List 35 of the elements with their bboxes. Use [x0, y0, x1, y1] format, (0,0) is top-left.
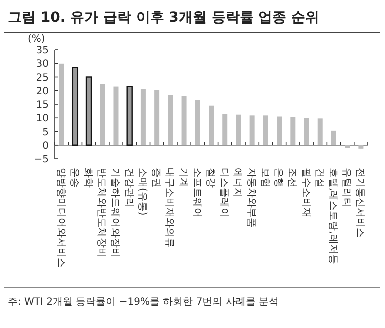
y-tick-label: 30: [36, 59, 49, 70]
x-tick-label: 화학: [82, 168, 94, 188]
y-tick-label: 5: [42, 127, 49, 138]
x-tick-label: 호텔,레스토랑,레저등: [327, 168, 338, 264]
x-tick-label: 철강: [205, 168, 216, 188]
y-tick-label: 10: [36, 114, 49, 125]
x-tick-label: 자동차와부품: [246, 168, 257, 228]
chart-title: 그림 10. 유가 급락 이후 3개월 등락률 업종 순위: [8, 10, 320, 26]
x-tick-label: 기술하드웨어와장비: [110, 168, 121, 258]
x-tick-label: 반도체와반도체장비: [96, 168, 108, 258]
x-tick-label: 증권: [150, 168, 162, 188]
x-tick-label: 건설: [314, 168, 325, 188]
y-tick-label: −5: [34, 154, 49, 166]
text: 주: WTI 2개월 등락률이 −19%를 하회한 7번의 사례를 분석: [8, 297, 280, 308]
x-tick-label: 조선: [286, 168, 298, 188]
y-tick-label: 35: [36, 46, 49, 56]
x-tick-label: 운송: [68, 168, 80, 188]
x-tick-label: 에너지: [232, 168, 244, 198]
x-tick-label: 건강관리: [123, 168, 134, 208]
x-tick-label: 기계: [178, 168, 189, 188]
y-tick-label: 20: [36, 86, 49, 98]
y-tick-label: 0: [42, 140, 49, 152]
x-tick-label: 필수소비재: [300, 168, 312, 218]
x-tick-label: 내구소비재와의류: [164, 168, 176, 248]
x-tick-label: 유틸리티: [341, 168, 352, 208]
x-tick-label: 은행: [273, 168, 284, 188]
x-tick-label: 양방향미디어와서비스: [55, 168, 66, 268]
y-tick-label: 15: [36, 100, 49, 111]
x-tick-label: 디스플레이: [218, 168, 230, 218]
x-tick-label: 전기통신서비스: [354, 168, 366, 238]
y-tick-label: 25: [36, 72, 49, 84]
x-tick-label: 소프트웨어: [191, 168, 202, 218]
x-tick-label: 소매(유통): [136, 168, 148, 216]
x-tick-label: 보험: [259, 168, 270, 188]
y-axis-title: (%): [28, 34, 46, 45]
